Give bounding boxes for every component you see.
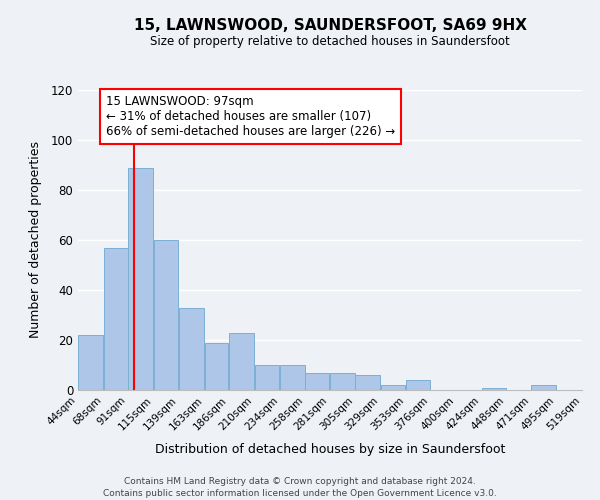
Bar bbox=[406, 380, 430, 390]
Bar bbox=[355, 375, 380, 390]
Y-axis label: Number of detached properties: Number of detached properties bbox=[29, 142, 43, 338]
Bar bbox=[305, 372, 329, 390]
Bar bbox=[254, 365, 279, 390]
X-axis label: Distribution of detached houses by size in Saundersfoot: Distribution of detached houses by size … bbox=[155, 443, 505, 456]
Bar bbox=[104, 248, 128, 390]
Bar bbox=[79, 335, 103, 390]
Bar bbox=[205, 342, 229, 390]
Text: Contains HM Land Registry data © Crown copyright and database right 2024.: Contains HM Land Registry data © Crown c… bbox=[124, 478, 476, 486]
Text: 15, LAWNSWOOD, SAUNDERSFOOT, SA69 9HX: 15, LAWNSWOOD, SAUNDERSFOOT, SA69 9HX bbox=[133, 18, 527, 32]
Text: Size of property relative to detached houses in Saundersfoot: Size of property relative to detached ho… bbox=[150, 35, 510, 48]
Bar bbox=[330, 372, 355, 390]
Bar bbox=[229, 332, 254, 390]
Bar bbox=[179, 308, 204, 390]
Bar bbox=[154, 240, 178, 390]
Bar bbox=[532, 385, 556, 390]
Text: 15 LAWNSWOOD: 97sqm
← 31% of detached houses are smaller (107)
66% of semi-detac: 15 LAWNSWOOD: 97sqm ← 31% of detached ho… bbox=[106, 95, 395, 138]
Bar bbox=[482, 388, 506, 390]
Bar bbox=[280, 365, 305, 390]
Bar bbox=[128, 168, 153, 390]
Bar bbox=[381, 385, 406, 390]
Text: Contains public sector information licensed under the Open Government Licence v3: Contains public sector information licen… bbox=[103, 489, 497, 498]
